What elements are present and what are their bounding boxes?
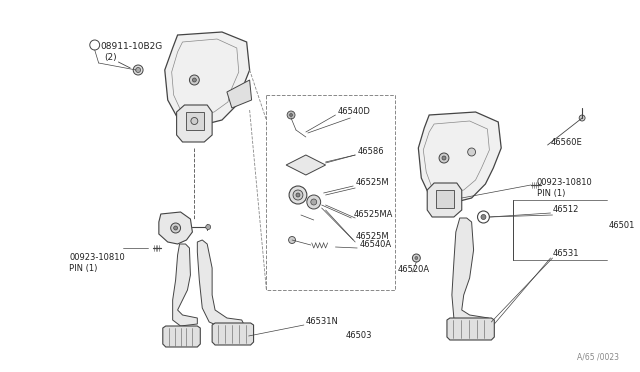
Circle shape [193, 78, 196, 82]
Circle shape [412, 254, 420, 262]
Polygon shape [286, 155, 326, 175]
Circle shape [579, 115, 585, 121]
Polygon shape [197, 240, 244, 328]
Polygon shape [177, 105, 212, 142]
Circle shape [293, 190, 303, 200]
Circle shape [191, 118, 198, 125]
Text: 46531: 46531 [552, 250, 579, 259]
Circle shape [171, 223, 180, 233]
Circle shape [468, 148, 476, 156]
Text: 46525M: 46525M [355, 231, 389, 241]
Bar [436, 190, 454, 208]
Text: PIN (1): PIN (1) [69, 264, 97, 273]
Circle shape [311, 199, 317, 205]
Circle shape [189, 75, 199, 85]
Text: PIN (1): PIN (1) [537, 189, 565, 198]
Polygon shape [212, 323, 253, 345]
Bar [266, 95, 395, 290]
Text: 46525MA: 46525MA [353, 209, 392, 218]
Polygon shape [227, 80, 252, 108]
Circle shape [296, 193, 300, 197]
Text: 46586: 46586 [357, 147, 384, 155]
Text: 46525M: 46525M [355, 177, 389, 186]
Polygon shape [452, 218, 492, 327]
Polygon shape [447, 318, 494, 340]
Text: 46540D: 46540D [337, 106, 371, 115]
Polygon shape [164, 32, 250, 125]
Text: A/65 /0023: A/65 /0023 [577, 353, 619, 362]
Polygon shape [428, 183, 461, 217]
Text: 46501: 46501 [609, 221, 635, 230]
Text: 08911-10B2G: 08911-10B2G [100, 42, 163, 51]
Text: 46540A: 46540A [359, 240, 391, 248]
Circle shape [289, 237, 296, 244]
Text: 46560E: 46560E [550, 138, 582, 147]
Circle shape [173, 226, 177, 230]
Circle shape [442, 156, 446, 160]
Polygon shape [163, 326, 200, 347]
Circle shape [481, 215, 486, 219]
Circle shape [205, 224, 211, 230]
Circle shape [439, 153, 449, 163]
Text: (2): (2) [104, 53, 117, 62]
Circle shape [289, 186, 307, 204]
Text: 46512: 46512 [552, 205, 579, 214]
Circle shape [287, 111, 295, 119]
Text: 46520A: 46520A [397, 266, 429, 275]
Bar [186, 112, 204, 130]
Circle shape [307, 195, 321, 209]
Text: 00923-10810: 00923-10810 [537, 178, 593, 187]
Circle shape [133, 65, 143, 75]
Text: 46503: 46503 [346, 330, 372, 340]
Polygon shape [419, 112, 501, 203]
Circle shape [415, 257, 418, 260]
Polygon shape [173, 244, 197, 326]
Polygon shape [159, 212, 193, 244]
Circle shape [289, 113, 292, 116]
Text: 00923-10810: 00923-10810 [69, 253, 125, 262]
Circle shape [136, 67, 141, 73]
Text: 46531N: 46531N [306, 317, 339, 326]
